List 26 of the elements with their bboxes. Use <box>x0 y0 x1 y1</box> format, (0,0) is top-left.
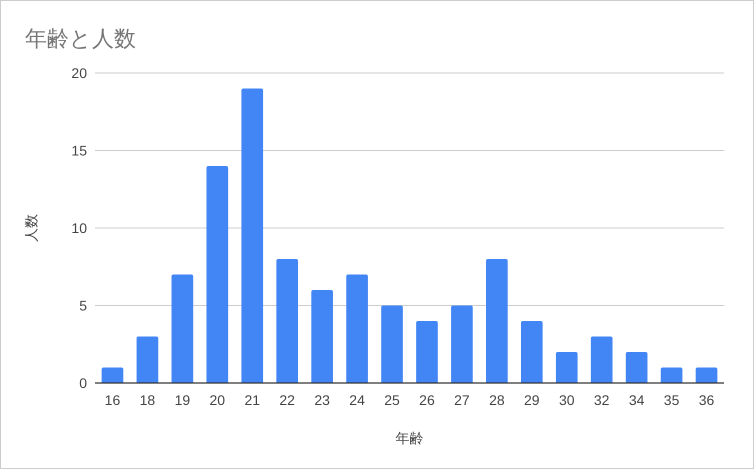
x-tick-label: 16 <box>104 392 120 408</box>
x-tick-label: 35 <box>664 392 680 408</box>
chart-title: 年齢と人数 <box>25 26 136 51</box>
x-tick-label: 20 <box>210 392 226 408</box>
x-tick-label: 19 <box>174 392 190 408</box>
x-tick-label: 23 <box>314 392 330 408</box>
x-axis-title: 年齢 <box>396 430 424 446</box>
y-tick-label: 0 <box>79 375 88 391</box>
x-tick-label: 32 <box>594 392 610 408</box>
x-tick-label: 24 <box>349 392 366 408</box>
x-tick-label: 28 <box>489 392 505 408</box>
x-tick-label: 30 <box>558 392 575 408</box>
x-tick-label: 27 <box>454 392 470 408</box>
y-tick-label: 15 <box>71 142 88 158</box>
x-tick-label: 34 <box>628 392 645 408</box>
x-tick-label: 36 <box>698 392 715 408</box>
x-tick-label: 26 <box>419 392 435 408</box>
y-tick-label: 5 <box>79 298 88 314</box>
y-tick-label: 20 <box>71 65 88 81</box>
x-tick-label: 22 <box>279 392 296 408</box>
x-tick-label: 29 <box>524 392 540 408</box>
y-axis-title: 人数 <box>23 214 39 242</box>
x-tick-label: 25 <box>384 392 400 408</box>
x-tick-label: 21 <box>244 392 260 408</box>
y-tick-label: 10 <box>71 220 88 236</box>
x-tick-label: 18 <box>140 392 156 408</box>
